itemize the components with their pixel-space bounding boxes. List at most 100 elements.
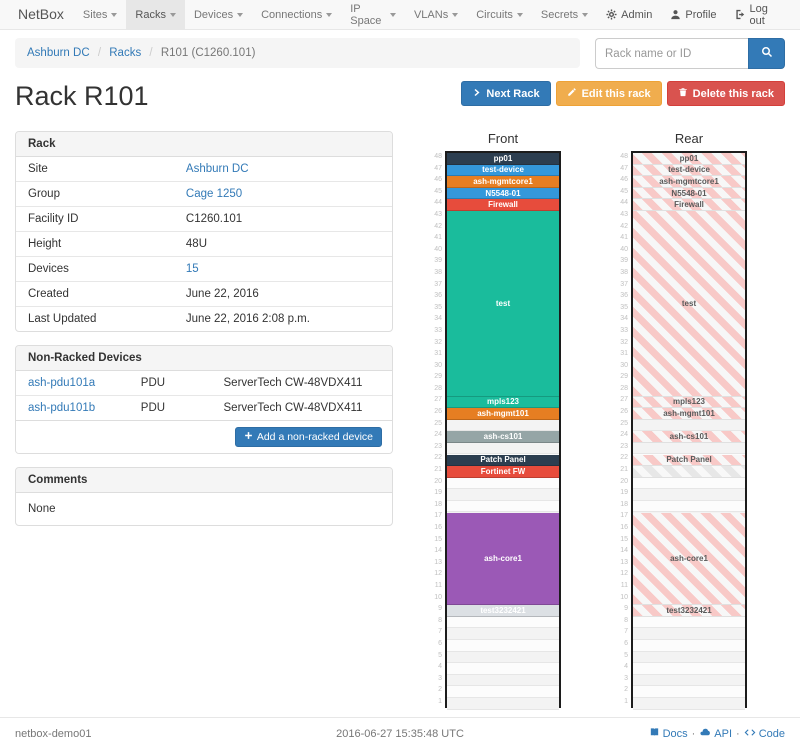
empty-unit — [633, 628, 745, 640]
footer: netbox-demo01 2016-06-27 15:35:48 UTC Do… — [0, 717, 800, 753]
device-block-ash-mgmtcore1[interactable]: ash-mgmtcore1 — [447, 176, 559, 188]
device-block-ash-mgmt101[interactable]: ash-mgmt101 — [633, 408, 745, 420]
unit-number: 31 — [434, 350, 442, 358]
breadcrumb-racks-link[interactable]: Racks — [109, 47, 142, 59]
nav-item-circuits[interactable]: Circuits — [467, 0, 532, 29]
device-model-cell: ServerTech CW-48VDX411 — [223, 377, 363, 389]
device-block-ash-core1[interactable]: ash-core1 — [447, 512, 559, 606]
empty-unit — [633, 616, 745, 629]
chevron-down-icon — [237, 12, 244, 17]
device-type-cell: PDU — [128, 395, 212, 420]
footer-code-link[interactable]: Code — [744, 727, 785, 741]
nav-item-devices[interactable]: Devices — [185, 0, 252, 29]
unit-number: 24 — [620, 431, 628, 439]
nav-item-secrets[interactable]: Secrets — [532, 0, 597, 29]
unit-number: 29 — [620, 373, 628, 381]
device-name-link[interactable]: ash-pdu101a — [28, 377, 96, 389]
unit-number: 21 — [434, 466, 442, 474]
rear-unit-numbers: 48 47 46 45 44 43 42 41 40 39 38 37 36 35 34 33 32 31 30 29… — [617, 151, 631, 708]
device-block-ash-mgmt101[interactable]: ash-mgmt101 — [447, 408, 559, 420]
nav-logout-label: Log out — [749, 2, 768, 27]
nav-item-label: Racks — [135, 8, 166, 21]
device-block-fortinet-fw[interactable] — [633, 466, 745, 478]
device-block-pp01[interactable]: pp01 — [633, 153, 745, 165]
nav-item-logout[interactable]: Log out — [726, 0, 792, 29]
device-block-firewall[interactable]: Firewall — [633, 199, 745, 211]
unit-number: 7 — [438, 628, 442, 636]
unit-number: 23 — [620, 442, 628, 450]
device-block-test3232421[interactable]: test3232421 — [633, 605, 745, 617]
device-block-test-device[interactable]: test-device — [447, 164, 559, 177]
nav-item-ip-space[interactable]: IP Space — [341, 0, 405, 29]
front-unit-numbers: 48 47 46 45 44 43 42 41 40 39 38 37 36 35 34 33 32 31 30 29… — [431, 151, 445, 708]
device-block-n5548-01[interactable]: N5548-01 — [447, 187, 559, 200]
device-block-test-device[interactable]: test-device — [633, 164, 745, 177]
edit-rack-button[interactable]: Edit this rack — [555, 81, 662, 106]
brand-link[interactable]: NetBox — [18, 6, 64, 22]
unit-number: 1 — [624, 697, 628, 705]
rack-attr-row: Devices 15 — [16, 256, 392, 282]
trash-icon — [678, 87, 688, 100]
rack-attr-value: June 22, 2016 — [173, 281, 392, 307]
device-block-test[interactable]: test — [447, 211, 559, 397]
edit-rack-label: Edit this rack — [581, 87, 651, 100]
device-block-ash-mgmtcore1[interactable]: ash-mgmtcore1 — [633, 176, 745, 188]
unit-number: 12 — [620, 570, 628, 578]
nav-item-profile[interactable]: Profile — [661, 0, 725, 29]
nav-item-admin[interactable]: Admin — [597, 0, 661, 29]
search-button[interactable] — [748, 38, 785, 69]
unit-number: 13 — [620, 558, 628, 566]
next-rack-button[interactable]: Next Rack — [461, 81, 551, 106]
device-block-fortinet-fw[interactable]: Fortinet FW — [447, 466, 559, 478]
rack-attr-value-link[interactable]: Cage 1250 — [185, 188, 243, 200]
unit-number: 11 — [620, 581, 628, 589]
rack-attr-value-link[interactable]: 15 — [185, 263, 199, 275]
device-block-patch-panel[interactable]: Patch Panel — [447, 454, 559, 467]
rack-attr-value: Ashburn DC — [174, 157, 392, 182]
search-icon — [761, 46, 773, 61]
nav-item-label: Devices — [193, 8, 234, 21]
nav-item-sites[interactable]: Sites — [74, 0, 126, 29]
unit-number: 2 — [438, 686, 442, 694]
delete-rack-button[interactable]: Delete this rack — [666, 81, 785, 106]
unit-number: 6 — [438, 639, 442, 647]
add-non-racked-device-button[interactable]: Add a non-racked device — [234, 427, 382, 447]
device-name-link[interactable]: ash-pdu101b — [28, 402, 96, 414]
rack-attr-row: Group Cage 1250 — [16, 181, 392, 207]
unit-number: 29 — [434, 373, 442, 381]
footer-docs-link[interactable]: Docs — [649, 727, 688, 741]
non-racked-device-row: ash-pdu101a PDU ServerTech CW-48VDX411 — [16, 371, 392, 396]
rack-attr-value-link[interactable]: Ashburn DC — [185, 163, 249, 175]
empty-unit — [447, 419, 559, 432]
rear-rack-box: pp01 test-device ash-mgmtcore1 N5548-01 Fire… — [631, 151, 747, 710]
device-block-pp01[interactable]: pp01 — [447, 153, 559, 165]
rack-attr-label: Site — [28, 163, 48, 175]
device-block-mpls123[interactable]: mpls123 — [447, 396, 559, 409]
unit-number: 31 — [620, 350, 628, 358]
unit-number: 46 — [620, 176, 628, 184]
device-block-test3232421[interactable]: test3232421 — [447, 605, 559, 617]
rack-attr-value: 48U — [173, 231, 392, 257]
unit-number: 9 — [438, 605, 442, 613]
nav-item-racks[interactable]: Racks — [126, 0, 185, 29]
device-block-test[interactable]: test — [633, 211, 745, 397]
device-block-ash-core1[interactable]: ash-core1 — [633, 512, 745, 606]
unit-number: 40 — [620, 245, 628, 253]
breadcrumb-site-link[interactable]: Ashburn DC — [27, 47, 90, 59]
unit-number: 4 — [624, 663, 628, 671]
unit-number: 13 — [434, 558, 442, 566]
unit-number: 20 — [434, 477, 442, 485]
nav-item-vlans[interactable]: VLANs — [405, 0, 467, 29]
device-block-patch-panel[interactable]: Patch Panel — [633, 454, 745, 467]
empty-unit — [633, 663, 745, 675]
search-input[interactable] — [595, 38, 748, 69]
device-block-mpls123[interactable]: mpls123 — [633, 396, 745, 409]
unit-number: 32 — [620, 338, 628, 346]
nav-item-connections[interactable]: Connections — [252, 0, 341, 29]
device-block-n5548-01[interactable]: N5548-01 — [633, 187, 745, 200]
device-block-ash-cs101[interactable]: ash-cs101 — [633, 431, 745, 443]
footer-api-link[interactable]: API — [699, 727, 732, 741]
chevron-right-icon — [472, 88, 481, 100]
device-block-firewall[interactable]: Firewall — [447, 199, 559, 211]
device-block-ash-cs101[interactable]: ash-cs101 — [447, 431, 559, 443]
